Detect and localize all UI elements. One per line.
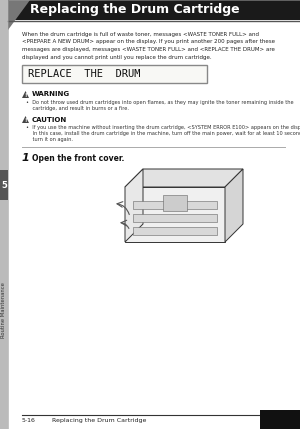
Bar [260,410,300,429]
Text: !: ! [24,118,27,123]
Bar [0,170,8,200]
Bar [133,227,217,235]
Bar [133,201,217,209]
Text: When the drum cartridge is full of waste toner, messages <WASTE TONER FULL> and: When the drum cartridge is full of waste… [22,32,259,37]
Bar [0,0,8,429]
Text: displayed and you cannot print until you replace the drum cartridge.: displayed and you cannot print until you… [22,54,212,60]
Text: CAUTION: CAUTION [32,117,67,123]
Text: turn it on again.: turn it on again. [26,137,73,142]
Text: Routine Maintenance: Routine Maintenance [2,282,7,338]
Bar [8,0,300,20]
Text: •  If you use the machine without inserting the drum cartridge, <SYSTEM ERROR E1: • If you use the machine without inserti… [26,125,300,130]
Bar [125,187,225,242]
Text: In this case, install the drum cartridge in the machine, turn off the main power: In this case, install the drum cartridge… [26,131,300,136]
Text: <PREPARE A NEW DRUM> appear on the display. If you print another 200 pages after: <PREPARE A NEW DRUM> appear on the displ… [22,39,275,45]
Polygon shape [225,169,243,242]
Text: •  Do not throw used drum cartridges into open flames, as they may ignite the to: • Do not throw used drum cartridges into… [26,100,294,105]
Text: 5-16: 5-16 [22,418,36,423]
Text: REPLACE  THE  DRUM: REPLACE THE DRUM [28,69,140,79]
Text: 1: 1 [22,153,30,163]
Text: Replacing the Drum Cartridge: Replacing the Drum Cartridge [52,418,146,423]
Text: Open the front cover.: Open the front cover. [32,154,124,163]
Bar [163,195,187,211]
Polygon shape [22,116,29,123]
Text: Replacing the Drum Cartridge: Replacing the Drum Cartridge [30,3,240,16]
Text: cartridge, and result in burns or a fire.: cartridge, and result in burns or a fire… [26,106,129,111]
Polygon shape [22,91,29,98]
Bar [22,65,207,83]
Bar [133,214,217,222]
Text: WARNING: WARNING [32,91,70,97]
Text: 5: 5 [1,181,7,190]
Polygon shape [125,169,243,187]
Polygon shape [8,0,30,30]
Polygon shape [125,169,143,242]
Text: !: ! [24,93,27,98]
Text: messages are displayed, messages <WASTE TONER FULL> and <REPLACE THE DRUM> are: messages are displayed, messages <WASTE … [22,47,275,52]
